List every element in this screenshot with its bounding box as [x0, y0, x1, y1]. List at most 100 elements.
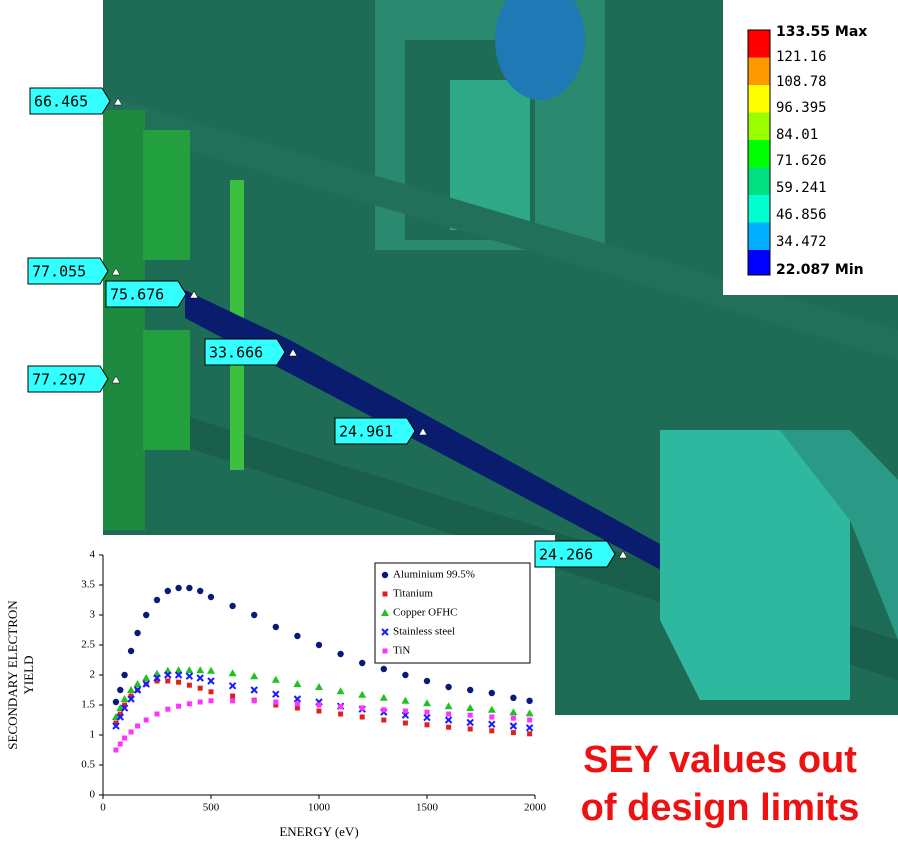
legend-label: Titanium	[393, 588, 433, 600]
point	[273, 700, 278, 705]
x-tick-label: 0	[100, 802, 106, 814]
contour-label: 22.087 Min	[776, 262, 864, 278]
y-tick-label: 3	[90, 609, 96, 621]
probe-value: 24.961	[339, 423, 393, 441]
y-tick-label: 0.5	[81, 759, 95, 771]
point	[360, 706, 365, 711]
point	[510, 695, 516, 701]
point	[294, 633, 300, 639]
point	[381, 707, 386, 712]
point	[446, 712, 451, 717]
point	[381, 718, 386, 723]
sey-chart: 00.511.522.533.540500100015002000ENERGY …	[0, 535, 555, 843]
point	[446, 725, 451, 730]
point	[489, 715, 494, 720]
point	[176, 704, 181, 709]
point	[338, 712, 343, 717]
point	[383, 649, 388, 654]
point	[317, 703, 322, 708]
point	[122, 736, 127, 741]
legend-label: TiN	[393, 645, 410, 657]
point	[360, 715, 365, 720]
x-tick-label: 2000	[524, 802, 547, 814]
slide: 00.511.522.533.540500100015002000ENERGY …	[0, 0, 898, 843]
point	[403, 709, 408, 714]
x-tick-label: 500	[203, 802, 220, 814]
point	[403, 721, 408, 726]
point	[382, 572, 388, 578]
point	[251, 612, 257, 618]
point	[134, 630, 140, 636]
y-tick-label: 2	[90, 669, 96, 681]
point	[165, 588, 171, 594]
point	[187, 683, 192, 688]
point	[337, 651, 343, 657]
probe-value: 77.055	[32, 263, 86, 281]
probe-value: 66.465	[34, 93, 88, 111]
point	[165, 707, 170, 712]
point	[489, 690, 495, 696]
page: 00.511.522.533.540500100015002000ENERGY …	[0, 0, 898, 843]
y-tick-label: 2.5	[81, 639, 95, 651]
y-axis-label: SECONDARY ELECTRON	[5, 600, 20, 750]
contour-legend	[723, 0, 898, 295]
point	[295, 701, 300, 706]
contour-label: 84.01	[776, 127, 818, 143]
y-tick-label: 1	[90, 729, 96, 741]
y-tick-label: 4	[90, 549, 96, 561]
point	[129, 730, 134, 735]
point	[186, 585, 192, 591]
point	[154, 597, 160, 603]
contour-label: 71.626	[776, 153, 827, 169]
contour-label: 121.16	[776, 49, 827, 65]
point	[208, 594, 214, 600]
y-tick-label: 1.5	[81, 699, 95, 711]
point	[230, 694, 235, 699]
point	[445, 684, 451, 690]
point	[424, 678, 430, 684]
probe-value: 77.297	[32, 371, 86, 389]
point	[359, 660, 365, 666]
point	[252, 698, 257, 703]
point	[229, 603, 235, 609]
point	[187, 701, 192, 706]
contour-label: 96.395	[776, 100, 827, 116]
x-tick-label: 1000	[308, 802, 331, 814]
point	[144, 718, 149, 723]
point	[527, 718, 532, 723]
point	[230, 698, 235, 703]
point	[198, 700, 203, 705]
point	[402, 672, 408, 678]
contour-label: 108.78	[776, 74, 827, 90]
point	[489, 728, 494, 733]
point	[467, 687, 473, 693]
point	[128, 648, 134, 654]
point	[113, 699, 119, 705]
note-line: SEY values out	[583, 739, 857, 781]
point	[527, 731, 532, 736]
contour-label: 46.856	[776, 207, 827, 223]
point	[209, 689, 214, 694]
point	[165, 679, 170, 684]
probe-value: 75.676	[110, 286, 164, 304]
point	[135, 724, 140, 729]
point	[316, 642, 322, 648]
point	[511, 730, 516, 735]
legend-label: Stainless steel	[393, 626, 455, 638]
y-tick-label: 0	[90, 789, 96, 801]
y-axis-label: YIELD	[21, 656, 36, 695]
point	[425, 710, 430, 715]
point	[117, 687, 123, 693]
probe-value: 33.666	[209, 344, 263, 362]
point	[155, 712, 160, 717]
contour-label: 34.472	[776, 234, 827, 250]
point	[143, 612, 149, 618]
note-line: of design limits	[581, 787, 860, 829]
point	[317, 709, 322, 714]
x-axis-label: ENERGY (eV)	[279, 824, 358, 839]
legend-label: Copper OFHC	[393, 607, 457, 619]
point	[511, 716, 516, 721]
contour-label: 133.55 Max	[776, 24, 867, 40]
y-tick-label: 3.5	[81, 579, 95, 591]
point	[197, 588, 203, 594]
